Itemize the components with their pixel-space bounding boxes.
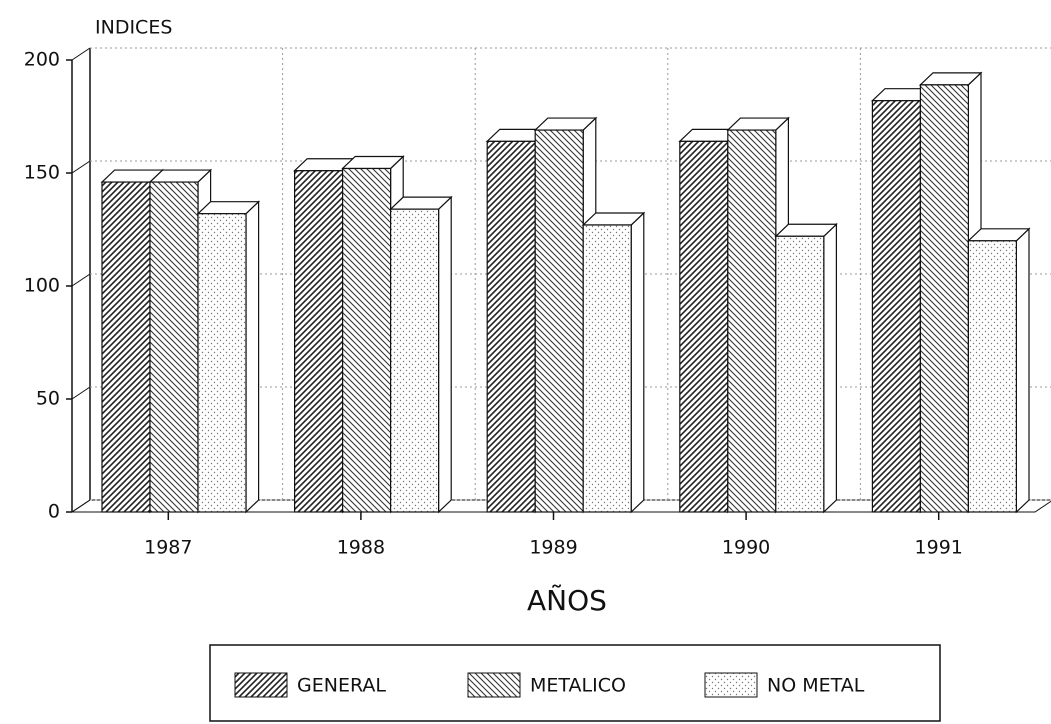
y-axis-title: INDICES — [95, 17, 172, 39]
legend-label: NO METAL — [767, 675, 865, 697]
bar-side — [1015, 227, 1030, 514]
y-tick-label: 50 — [36, 388, 60, 410]
y-tick-label: 0 — [48, 501, 60, 523]
x-tick-label: 1991 — [915, 537, 963, 559]
tick-connector — [71, 499, 91, 513]
bar — [967, 240, 1018, 513]
legend-swatch — [704, 672, 758, 698]
bar — [149, 181, 199, 513]
tick-connector — [71, 386, 91, 400]
bar — [534, 129, 584, 513]
legend-label: METALICO — [530, 675, 626, 697]
bar — [582, 224, 632, 513]
bar — [197, 213, 247, 513]
x-tick-label: 1987 — [144, 537, 192, 559]
y-tick-label: 200 — [24, 49, 60, 71]
bar-side — [245, 200, 260, 514]
bar — [727, 129, 777, 513]
bar-side — [630, 211, 645, 514]
y-tick-label: 100 — [24, 275, 60, 297]
bar — [101, 181, 151, 513]
tick-connector — [71, 47, 91, 61]
x-tick-label: 1989 — [529, 537, 577, 559]
bar — [390, 208, 440, 513]
x-tick-label: 1988 — [337, 537, 385, 559]
tick-connector — [71, 273, 91, 287]
legend-swatch — [467, 672, 521, 698]
bar-side — [438, 195, 452, 514]
bar — [294, 170, 344, 513]
bar — [342, 167, 392, 513]
y-tick-label: 150 — [24, 162, 60, 184]
bar — [775, 235, 825, 513]
legend-label: GENERAL — [297, 675, 386, 697]
bar — [679, 140, 729, 513]
bar — [919, 84, 970, 513]
bar — [871, 100, 922, 513]
x-axis-title: AÑOS — [527, 584, 607, 617]
legend-swatch — [234, 672, 288, 698]
legend-box — [209, 644, 941, 722]
x-tick-label: 1990 — [722, 537, 770, 559]
bar — [486, 140, 536, 513]
bar-side — [823, 222, 838, 514]
tick-connector — [71, 160, 91, 174]
